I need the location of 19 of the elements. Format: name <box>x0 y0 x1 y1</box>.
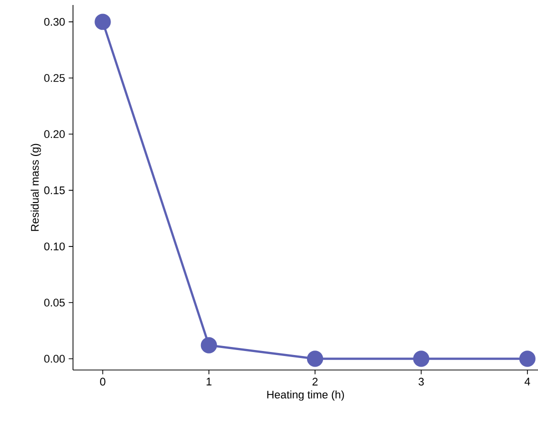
x-tick-label: 0 <box>100 378 106 386</box>
y-tick-label: 0.15 <box>44 186 65 194</box>
point <box>413 350 430 367</box>
x-tick-label: 2 <box>312 378 318 386</box>
x-axis-title: Heating time (h) <box>267 390 344 401</box>
x-tick-label: 1 <box>206 378 212 386</box>
y-tick-label: 0.20 <box>44 130 65 138</box>
point <box>519 350 536 367</box>
y-tick-label: 0.25 <box>44 74 65 82</box>
y-tick-label: 0.10 <box>44 242 65 250</box>
y-tick-label: 0.30 <box>44 18 65 26</box>
point <box>200 337 217 354</box>
x-tick-label: 4 <box>524 378 530 386</box>
y-tick-label: 0.05 <box>44 298 65 306</box>
point <box>94 14 111 30</box>
point <box>306 350 324 367</box>
y-axis-title: Residual mass (g) <box>30 144 41 231</box>
x-tick-label: 3 <box>418 378 424 386</box>
y-tick-label: 0.00 <box>44 354 65 363</box>
